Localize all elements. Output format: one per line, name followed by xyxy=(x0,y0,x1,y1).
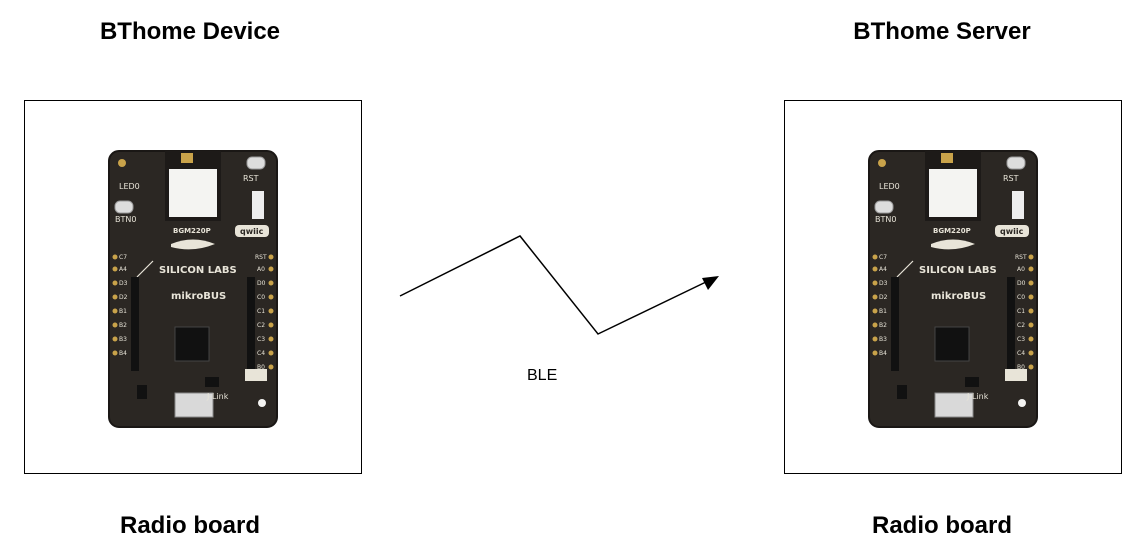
svg-text:RST: RST xyxy=(1003,174,1019,183)
svg-text:D2: D2 xyxy=(119,294,128,301)
svg-text:B0: B0 xyxy=(257,364,265,371)
ble-link-label: BLE xyxy=(527,367,558,384)
server-caption: Radio board xyxy=(871,512,1012,539)
svg-text:mikroBUS: mikroBUS xyxy=(171,291,226,302)
svg-text:C4: C4 xyxy=(257,350,265,357)
svg-text:C0: C0 xyxy=(1017,294,1025,301)
device-frame: RST LED0 BTN0 qwiic BGM220P SILICON LABS… xyxy=(24,100,362,474)
svg-text:BGM220P: BGM220P xyxy=(173,227,211,235)
svg-text:C0: C0 xyxy=(257,294,265,301)
svg-text:B2: B2 xyxy=(119,322,127,329)
device-title: BThome Device xyxy=(99,18,281,45)
svg-text:A0: A0 xyxy=(1017,266,1025,273)
svg-text:C2: C2 xyxy=(257,322,265,329)
svg-text:A4: A4 xyxy=(879,266,887,273)
svg-text:A4: A4 xyxy=(119,266,127,273)
svg-text:C3: C3 xyxy=(1017,336,1025,343)
svg-text:LED0: LED0 xyxy=(119,182,140,191)
svg-text:D0: D0 xyxy=(1017,280,1026,287)
svg-text:A0: A0 xyxy=(257,266,265,273)
svg-text:RST: RST xyxy=(243,174,259,183)
svg-text:BTN0: BTN0 xyxy=(115,215,136,224)
svg-text:C4: C4 xyxy=(1017,350,1025,357)
svg-text:mikroBUS: mikroBUS xyxy=(931,291,986,302)
svg-text:BTN0: BTN0 xyxy=(875,215,896,224)
svg-text:C7: C7 xyxy=(879,254,887,261)
svg-text:SILICON LABS: SILICON LABS xyxy=(919,265,997,276)
svg-text:B3: B3 xyxy=(119,336,127,343)
svg-text:D3: D3 xyxy=(879,280,888,287)
svg-text:D3: D3 xyxy=(119,280,128,287)
svg-text:B1: B1 xyxy=(879,308,887,315)
svg-text:D2: D2 xyxy=(879,294,888,301)
svg-text:qwiic: qwiic xyxy=(1000,227,1024,236)
svg-text:D0: D0 xyxy=(257,280,266,287)
svg-text:J-Link: J-Link xyxy=(206,392,229,401)
svg-text:J-Link: J-Link xyxy=(966,392,989,401)
svg-text:qwiic: qwiic xyxy=(240,227,264,236)
svg-text:SILICON LABS: SILICON LABS xyxy=(159,265,237,276)
server-frame: RST LED0 BTN0 qwiic BGM220P SILICON LABS… xyxy=(784,100,1122,474)
svg-text:B1: B1 xyxy=(119,308,127,315)
server-title: BThome Server xyxy=(853,18,1031,45)
svg-text:RST: RST xyxy=(1015,254,1027,261)
svg-text:BGM220P: BGM220P xyxy=(933,227,971,235)
svg-text:C3: C3 xyxy=(257,336,265,343)
svg-text:B2: B2 xyxy=(879,322,887,329)
svg-text:C7: C7 xyxy=(119,254,127,261)
svg-text:B3: B3 xyxy=(879,336,887,343)
device-caption: Radio board xyxy=(119,512,260,539)
svg-text:B4: B4 xyxy=(119,350,127,357)
svg-text:B0: B0 xyxy=(1017,364,1025,371)
svg-text:C1: C1 xyxy=(1017,308,1025,315)
svg-text:RST: RST xyxy=(255,254,267,261)
radio-board-image: RST LED0 BTN0 qwiic BGM220P SILICON LABS… xyxy=(108,150,278,428)
svg-text:B4: B4 xyxy=(879,350,887,357)
svg-text:C2: C2 xyxy=(1017,322,1025,329)
radio-board-image: RST LED0 BTN0 qwiic BGM220P SILICON LABS… xyxy=(868,150,1038,428)
svg-text:C1: C1 xyxy=(257,308,265,315)
svg-text:LED0: LED0 xyxy=(879,182,900,191)
